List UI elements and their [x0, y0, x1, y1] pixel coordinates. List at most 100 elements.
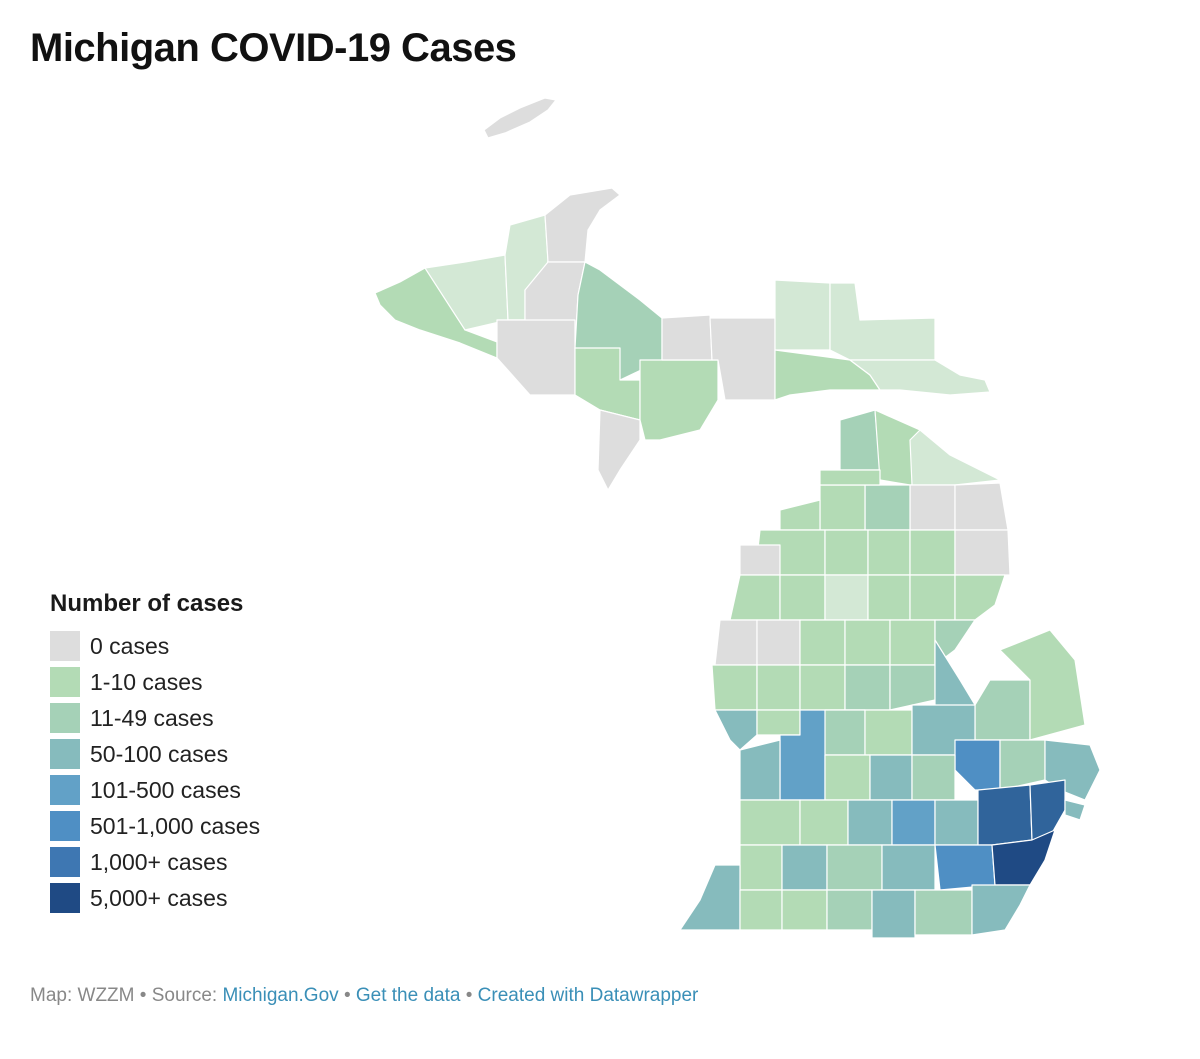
- county-region[interactable]: [483, 97, 557, 139]
- county-region[interactable]: [739, 544, 781, 576]
- county-region[interactable]: [864, 484, 911, 531]
- legend-title: Number of cases: [50, 590, 244, 617]
- legend-item: 101-500 cases: [50, 772, 260, 808]
- county-region[interactable]: [824, 529, 869, 576]
- footer-source-label: Source:: [151, 985, 218, 1006]
- county-region[interactable]: [679, 864, 741, 931]
- county-region[interactable]: [709, 317, 776, 401]
- county-region[interactable]: [867, 574, 911, 621]
- county-region[interactable]: [756, 619, 801, 666]
- county-region[interactable]: [909, 529, 956, 576]
- county-region[interactable]: [819, 469, 881, 486]
- county-region[interactable]: [826, 889, 873, 931]
- county-region[interactable]: [639, 359, 719, 441]
- county-region[interactable]: [781, 844, 828, 891]
- legend-item: 1,000+ cases: [50, 844, 260, 880]
- legend-label: 50-100 cases: [90, 740, 229, 767]
- legend-item: 501-1,000 cases: [50, 808, 260, 844]
- county-region[interactable]: [774, 279, 831, 351]
- county-region[interactable]: [739, 799, 801, 846]
- county-region[interactable]: [954, 482, 1009, 531]
- county-region[interactable]: [779, 499, 821, 531]
- footer: Map: WZZM • Source: Michigan.Gov • Get t…: [30, 985, 698, 1007]
- county-region[interactable]: [496, 319, 576, 396]
- county-region[interactable]: [824, 754, 871, 801]
- county-region[interactable]: [934, 799, 979, 846]
- county-region[interactable]: [889, 619, 936, 666]
- county-region[interactable]: [779, 574, 826, 621]
- legend-swatch: [50, 847, 80, 877]
- county-region[interactable]: [739, 889, 783, 931]
- county-region[interactable]: [729, 574, 781, 621]
- county-region[interactable]: [756, 664, 801, 711]
- county-region[interactable]: [974, 679, 1031, 741]
- county-region[interactable]: [881, 844, 936, 891]
- county-region[interactable]: [954, 574, 1006, 621]
- county-region[interactable]: [1064, 799, 1086, 821]
- county-region[interactable]: [909, 574, 956, 621]
- legend-label: 101-500 cases: [90, 776, 241, 803]
- county-region[interactable]: [977, 784, 1033, 846]
- footer-credit: Map: WZZM: [30, 985, 135, 1006]
- county-region[interactable]: [999, 739, 1046, 791]
- county-region[interactable]: [829, 282, 936, 361]
- county-region[interactable]: [909, 484, 956, 531]
- legend: Number of cases 0 cases 1-10 cases 11-49 c…: [50, 590, 260, 916]
- county-region[interactable]: [739, 844, 783, 891]
- county-region[interactable]: [849, 359, 991, 396]
- county-region[interactable]: [714, 709, 758, 751]
- legend-label: 5,000+ cases: [90, 884, 228, 911]
- legend-swatch: [50, 703, 80, 733]
- county-region[interactable]: [999, 629, 1086, 741]
- county-region[interactable]: [867, 529, 911, 576]
- county-region[interactable]: [914, 889, 973, 936]
- county-region[interactable]: [871, 889, 916, 939]
- legend-swatch: [50, 811, 80, 841]
- county-region[interactable]: [934, 844, 996, 891]
- legend-item: 5,000+ cases: [50, 880, 260, 916]
- legend-label: 501-1,000 cases: [90, 812, 261, 839]
- map-title: Michigan COVID-19 Cases: [30, 26, 517, 70]
- county-region[interactable]: [597, 409, 641, 491]
- legend-label: 1,000+ cases: [90, 848, 228, 875]
- county-region[interactable]: [909, 429, 1001, 486]
- county-region[interactable]: [799, 619, 846, 666]
- county-region[interactable]: [756, 709, 801, 736]
- county-region[interactable]: [824, 574, 869, 621]
- county-region[interactable]: [844, 619, 891, 666]
- footer-separator: •: [139, 985, 147, 1006]
- datawrapper-link[interactable]: Created with Datawrapper: [477, 985, 699, 1006]
- county-region[interactable]: [714, 619, 758, 666]
- legend-label: 1-10 cases: [90, 668, 203, 695]
- county-region[interactable]: [864, 709, 913, 756]
- county-region[interactable]: [839, 409, 881, 471]
- legend-label: 0 cases: [90, 632, 170, 659]
- footer-separator: •: [465, 985, 473, 1006]
- county-region[interactable]: [661, 314, 713, 361]
- county-region[interactable]: [1029, 779, 1066, 841]
- county-region[interactable]: [954, 529, 1011, 576]
- county-region[interactable]: [911, 754, 956, 801]
- county-region[interactable]: [799, 799, 849, 846]
- county-region[interactable]: [889, 664, 936, 711]
- get-the-data-link[interactable]: Get the data: [355, 985, 461, 1006]
- county-region[interactable]: [799, 664, 846, 711]
- county-region[interactable]: [971, 884, 1031, 936]
- county-region[interactable]: [844, 664, 891, 711]
- county-region[interactable]: [954, 739, 1001, 791]
- legend-swatch: [50, 739, 80, 769]
- county-region[interactable]: [826, 844, 883, 891]
- county-region[interactable]: [847, 799, 893, 846]
- county-region[interactable]: [544, 187, 621, 263]
- county-region[interactable]: [891, 799, 936, 846]
- legend-item: 50-100 cases: [50, 736, 260, 772]
- county-region[interactable]: [711, 664, 758, 711]
- source-link[interactable]: Michigan.Gov: [222, 985, 339, 1006]
- county-region[interactable]: [824, 709, 866, 756]
- county-region[interactable]: [819, 484, 866, 531]
- county-region[interactable]: [781, 889, 828, 931]
- county-region[interactable]: [739, 739, 781, 801]
- county-region[interactable]: [869, 754, 913, 801]
- legend-item: 11-49 cases: [50, 700, 260, 736]
